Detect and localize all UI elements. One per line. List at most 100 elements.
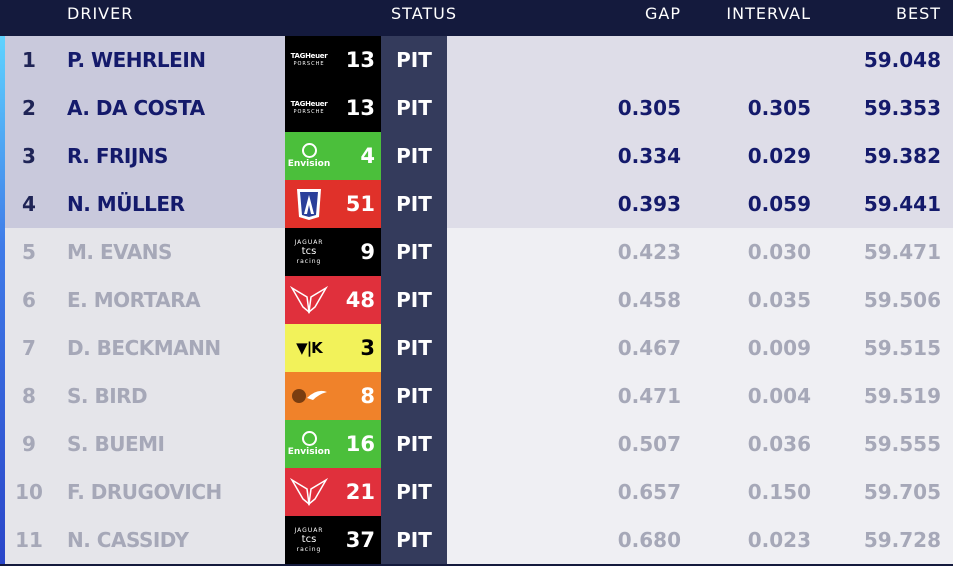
team-logo-line1: TAGHeuer	[290, 52, 328, 60]
team-logo-line2: tcs	[301, 534, 317, 545]
car-number: 9	[360, 240, 375, 264]
gap-value: 0.393	[617, 192, 681, 216]
team-cell: TAGHeuer PORSCHE 13	[285, 84, 381, 132]
team-logo-line1: JAGUAR	[294, 239, 324, 246]
timing-cells: 0.680 0.023 59.728	[447, 516, 953, 564]
team-cell: JAGUAR tcs racing 37	[285, 516, 381, 564]
car-number: 4	[360, 144, 375, 168]
status-badge: PIT	[381, 276, 447, 324]
best-lap-value: 59.515	[863, 336, 941, 360]
position: 7	[5, 324, 53, 372]
driver-name: N. CASSIDY	[53, 516, 285, 564]
best-lap-value: 59.728	[863, 528, 941, 552]
table-header: DRIVER STATUS GAP INTERVAL BEST	[0, 0, 953, 36]
status-badge: PIT	[381, 228, 447, 276]
status-badge: PIT	[381, 372, 447, 420]
mahindra-logo-icon	[289, 477, 329, 506]
car-number: 16	[345, 432, 375, 456]
car-number: 8	[360, 384, 375, 408]
team-logo-icon: JAGUAR tcs racing	[285, 228, 333, 276]
position: 10	[5, 468, 53, 516]
best-lap-value: 59.382	[863, 144, 941, 168]
gap-value: 0.305	[617, 96, 681, 120]
team-logo-line2: tcs	[301, 246, 317, 257]
table-row[interactable]: 7 D. BECKMANN ▼|K 3 PIT 0.467 0.009 59.515	[0, 324, 953, 372]
header-gap: GAP	[645, 4, 681, 23]
team-logo-icon	[285, 276, 333, 324]
status-badge: PIT	[381, 84, 447, 132]
team-logo-icon	[285, 468, 333, 516]
table-row[interactable]: 10 F. DRUGOVICH 21 PIT 0.657 0.150 59.705	[0, 468, 953, 516]
best-lap-value: 59.519	[863, 384, 941, 408]
best-lap-value: 59.048	[863, 48, 941, 72]
header-best: BEST	[895, 4, 941, 23]
position: 1	[5, 36, 53, 84]
driver-name: R. FRIJNS	[53, 132, 285, 180]
car-number: 48	[345, 288, 375, 312]
table-row[interactable]: 2 A. DA COSTA TAGHeuer PORSCHE 13 PIT 0.305 0.3…	[0, 84, 953, 132]
table-row[interactable]: 3 R. FRIJNS Envision 4 PIT 0.334 0.029 59.382	[0, 132, 953, 180]
driver-name: E. MORTARA	[53, 276, 285, 324]
mclaren-logo-icon	[292, 389, 327, 403]
status-badge: PIT	[381, 132, 447, 180]
table-row[interactable]: 1 P. WEHRLEIN TAGHeuer PORSCHE 13 PIT 59.048	[0, 36, 953, 84]
team-logo-icon	[285, 180, 333, 228]
gap-value: 0.680	[617, 528, 681, 552]
status-badge: PIT	[381, 324, 447, 372]
team-cell: 8	[285, 372, 381, 420]
table-row[interactable]: 6 E. MORTARA 48 PIT 0.458 0.035 59.506	[0, 276, 953, 324]
team-cell: JAGUAR tcs racing 9	[285, 228, 381, 276]
team-logo-icon: TAGHeuer PORSCHE	[285, 36, 333, 84]
interval-value: 0.150	[747, 480, 811, 504]
timing-cells: 0.458 0.035 59.506	[447, 276, 953, 324]
envision-circle-icon	[301, 431, 317, 446]
table-row[interactable]: 9 S. BUEMI Envision 16 PIT 0.507 0.036 59.555	[0, 420, 953, 468]
team-cell: Envision 4	[285, 132, 381, 180]
table-row[interactable]: 4 N. MÜLLER 51 PIT 0.393 0.059 59.441	[0, 180, 953, 228]
interval-value: 0.035	[747, 288, 811, 312]
envision-circle-icon	[301, 143, 317, 158]
driver-name: S. BIRD	[53, 372, 285, 420]
table-row[interactable]: 8 S. BIRD 8 PIT 0.471 0.004 59.519	[0, 372, 953, 420]
driver-name: S. BUEMI	[53, 420, 285, 468]
interval-value: 0.004	[747, 384, 811, 408]
team-logo-icon: TAGHeuer PORSCHE	[285, 84, 333, 132]
position: 6	[5, 276, 53, 324]
driver-name: D. BECKMANN	[53, 324, 285, 372]
table-row[interactable]: 11 N. CASSIDY JAGUAR tcs racing 37 PIT 0.680 0.0…	[0, 516, 953, 564]
team-cell: 21	[285, 468, 381, 516]
team-cell: ▼|K 3	[285, 324, 381, 372]
interval-value: 0.036	[747, 432, 811, 456]
timing-cells: 0.507 0.036 59.555	[447, 420, 953, 468]
position: 5	[5, 228, 53, 276]
team-logo-text: ▼|K	[296, 339, 323, 357]
timing-cells: 59.048	[447, 36, 953, 84]
position: 4	[5, 180, 53, 228]
team-logo-icon	[285, 372, 333, 420]
team-logo-text: Envision	[287, 159, 331, 169]
timing-cells: 0.657 0.150 59.705	[447, 468, 953, 516]
header-interval: INTERVAL	[726, 4, 811, 23]
driver-name: N. MÜLLER	[53, 180, 285, 228]
accent-bar	[0, 36, 5, 564]
status-badge: PIT	[381, 468, 447, 516]
table-row[interactable]: 5 M. EVANS JAGUAR tcs racing 9 PIT 0.423 0.030 59…	[0, 228, 953, 276]
gap-value: 0.423	[617, 240, 681, 264]
driver-name: F. DRUGOVICH	[53, 468, 285, 516]
status-badge: PIT	[381, 420, 447, 468]
car-number: 37	[345, 528, 375, 552]
team-logo-line1: JAGUAR	[294, 527, 324, 534]
best-lap-value: 59.353	[863, 96, 941, 120]
best-lap-value: 59.506	[863, 288, 941, 312]
interval-value: 0.009	[747, 336, 811, 360]
team-logo-line3: racing	[296, 546, 322, 553]
timing-cells: 0.467 0.009 59.515	[447, 324, 953, 372]
team-logo-line3: racing	[296, 258, 322, 265]
best-lap-value: 59.441	[863, 192, 941, 216]
mahindra-logo-icon	[289, 285, 329, 314]
car-number: 3	[360, 336, 375, 360]
timing-cells: 0.471 0.004 59.519	[447, 372, 953, 420]
interval-value: 0.305	[747, 96, 811, 120]
timing-cells: 0.305 0.305 59.353	[447, 84, 953, 132]
gap-value: 0.467	[617, 336, 681, 360]
